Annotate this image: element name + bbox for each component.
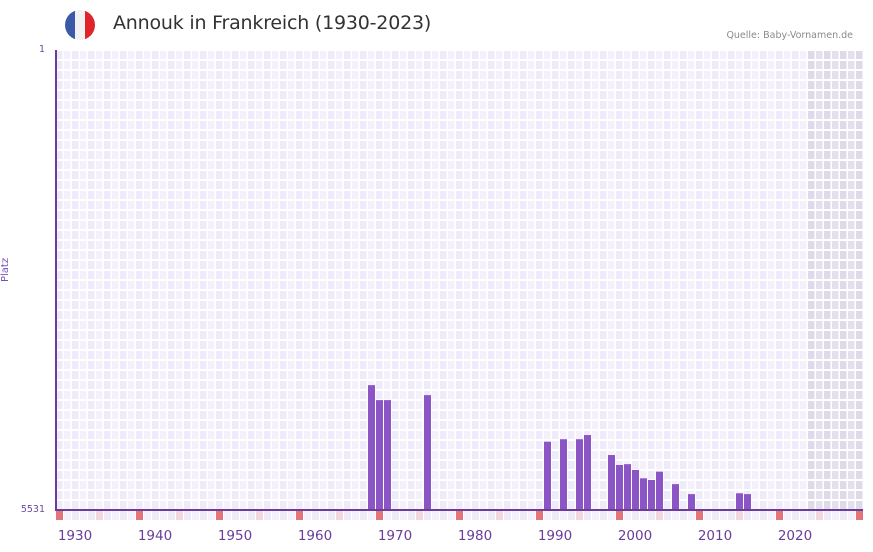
bar-1991 — [560, 439, 567, 510]
bar-1998 — [616, 464, 623, 510]
x-axis-label-1970: 1970 — [377, 528, 413, 544]
x-axis-label-1980: 1980 — [457, 528, 493, 544]
flag-stripe-white — [75, 10, 85, 40]
x-axis-label-1990: 1990 — [537, 528, 573, 544]
bar-2002 — [648, 479, 655, 510]
bar-2005 — [672, 484, 679, 510]
x-axis-label-2010: 2010 — [697, 528, 733, 544]
bar-1989 — [544, 441, 551, 510]
bar-1969 — [384, 400, 391, 510]
france-flag-icon — [65, 10, 95, 40]
bar-1974 — [424, 395, 431, 510]
x-axis-labels: 1930 1940 1950 1960 1970 1980 1990 2000 2010 2020 — [0, 528, 873, 548]
source-credit: Quelle: Baby-Vornamen.de — [726, 30, 853, 41]
bar-2014 — [744, 494, 751, 510]
decade-markers — [56, 511, 863, 520]
bar-2003 — [656, 471, 663, 510]
plot-area — [55, 50, 863, 510]
bar-1993 — [576, 439, 583, 510]
x-axis-label-1930: 1930 — [57, 528, 93, 544]
bar-2013 — [736, 493, 743, 510]
bar-series — [368, 385, 751, 510]
y-axis-title: Platz — [0, 257, 11, 282]
bar-1967 — [368, 385, 375, 510]
x-axis-label-2020: 2020 — [777, 528, 813, 544]
x-axis-line — [55, 509, 863, 511]
chart-grid — [56, 51, 863, 509]
bar-1999 — [624, 464, 631, 510]
x-axis-label-1940: 1940 — [137, 528, 173, 544]
flag-stripe-blue — [65, 10, 75, 40]
bar-1968 — [376, 400, 383, 510]
x-axis-label-1950: 1950 — [217, 528, 253, 544]
bar-2000 — [632, 469, 639, 510]
chart-title: Annouk in Frankreich (1930-2023) — [113, 12, 432, 34]
x-axis-label-1960: 1960 — [297, 528, 333, 544]
bar-2001 — [640, 478, 647, 510]
y-axis-line — [55, 50, 57, 511]
y-axis-bottom-label: 5531 — [20, 504, 45, 515]
x-axis-label-2000: 2000 — [617, 528, 653, 544]
flag-stripe-red — [85, 10, 95, 40]
bar-2007 — [688, 494, 695, 510]
bar-1994 — [584, 435, 591, 510]
bar-1997 — [608, 455, 615, 510]
y-axis-top-label: 1 — [38, 44, 45, 55]
